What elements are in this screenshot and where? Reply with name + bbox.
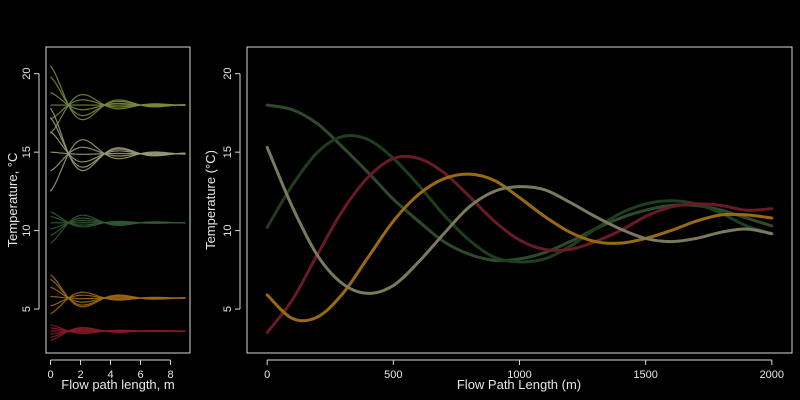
right-series-line-2 xyxy=(265,154,774,335)
right-y-axis-label: Temperature (°C) xyxy=(203,150,218,250)
right-series-line-4 xyxy=(265,145,774,295)
left-plot-frame xyxy=(45,46,191,354)
right-x-tick-label: 0 xyxy=(264,369,270,381)
left-series-line-g1-2 xyxy=(50,131,186,163)
left-y-axis: 5 10 15 20 xyxy=(21,68,40,312)
right-x-axis: 0 500 1000 1500 2000 xyxy=(264,359,784,381)
left-x-tick-label: 8 xyxy=(167,369,173,381)
left-x-axis: 0 2 4 6 8 xyxy=(47,359,174,381)
right-x-tick-label: 500 xyxy=(384,369,402,381)
right-y-tick-label: 20 xyxy=(222,68,234,80)
right-y-axis: 5 10 15 20 xyxy=(222,68,241,312)
right-y-tick-label: 5 xyxy=(222,306,234,312)
right-plot-frame xyxy=(246,46,793,354)
left-series-line-g4-5 xyxy=(50,326,186,342)
right-x-tick-label: 1500 xyxy=(633,369,657,381)
right-y-tick-label: 10 xyxy=(222,224,234,236)
left-x-tick-label: 2 xyxy=(77,369,83,381)
left-x-axis-label: Flow path length, m xyxy=(61,377,174,392)
left-x-tick-label: 6 xyxy=(137,369,143,381)
left-y-axis-label: Temperature, °C xyxy=(5,153,20,248)
right-plot-lines xyxy=(265,103,774,335)
left-y-tick-label: 5 xyxy=(21,306,33,312)
left-series-line-g1-4 xyxy=(50,146,186,172)
left-plot-lines xyxy=(49,65,186,342)
left-series-line-g2-5 xyxy=(50,214,186,244)
right-x-tick-label: 1000 xyxy=(507,369,531,381)
right-series-line-1 xyxy=(265,134,774,264)
left-series-line-g3-5 xyxy=(50,291,186,315)
left-x-tick-label: 4 xyxy=(107,369,113,381)
left-y-tick-label: 15 xyxy=(21,146,33,158)
right-x-axis-label: Flow Path Length (m) xyxy=(457,377,581,392)
left-x-tick-label: 0 xyxy=(47,369,53,381)
right-series-line-3 xyxy=(265,172,774,323)
left-y-tick-label: 20 xyxy=(21,68,33,80)
left-chart: 0 2 4 6 8 5 10 15 20 Flow path length, m Temper… xyxy=(5,46,191,392)
right-x-tick-label: 2000 xyxy=(760,369,784,381)
right-chart: 0 500 1000 1500 2000 5 10 15 20 Flow Path Lengt… xyxy=(203,46,793,392)
left-series-line-g0-5 xyxy=(50,93,186,134)
left-series-line-g1-3 xyxy=(50,151,186,155)
right-y-tick-label: 15 xyxy=(222,146,234,158)
left-y-tick-label: 10 xyxy=(21,224,33,236)
left-series-line-g1-5 xyxy=(50,139,186,192)
